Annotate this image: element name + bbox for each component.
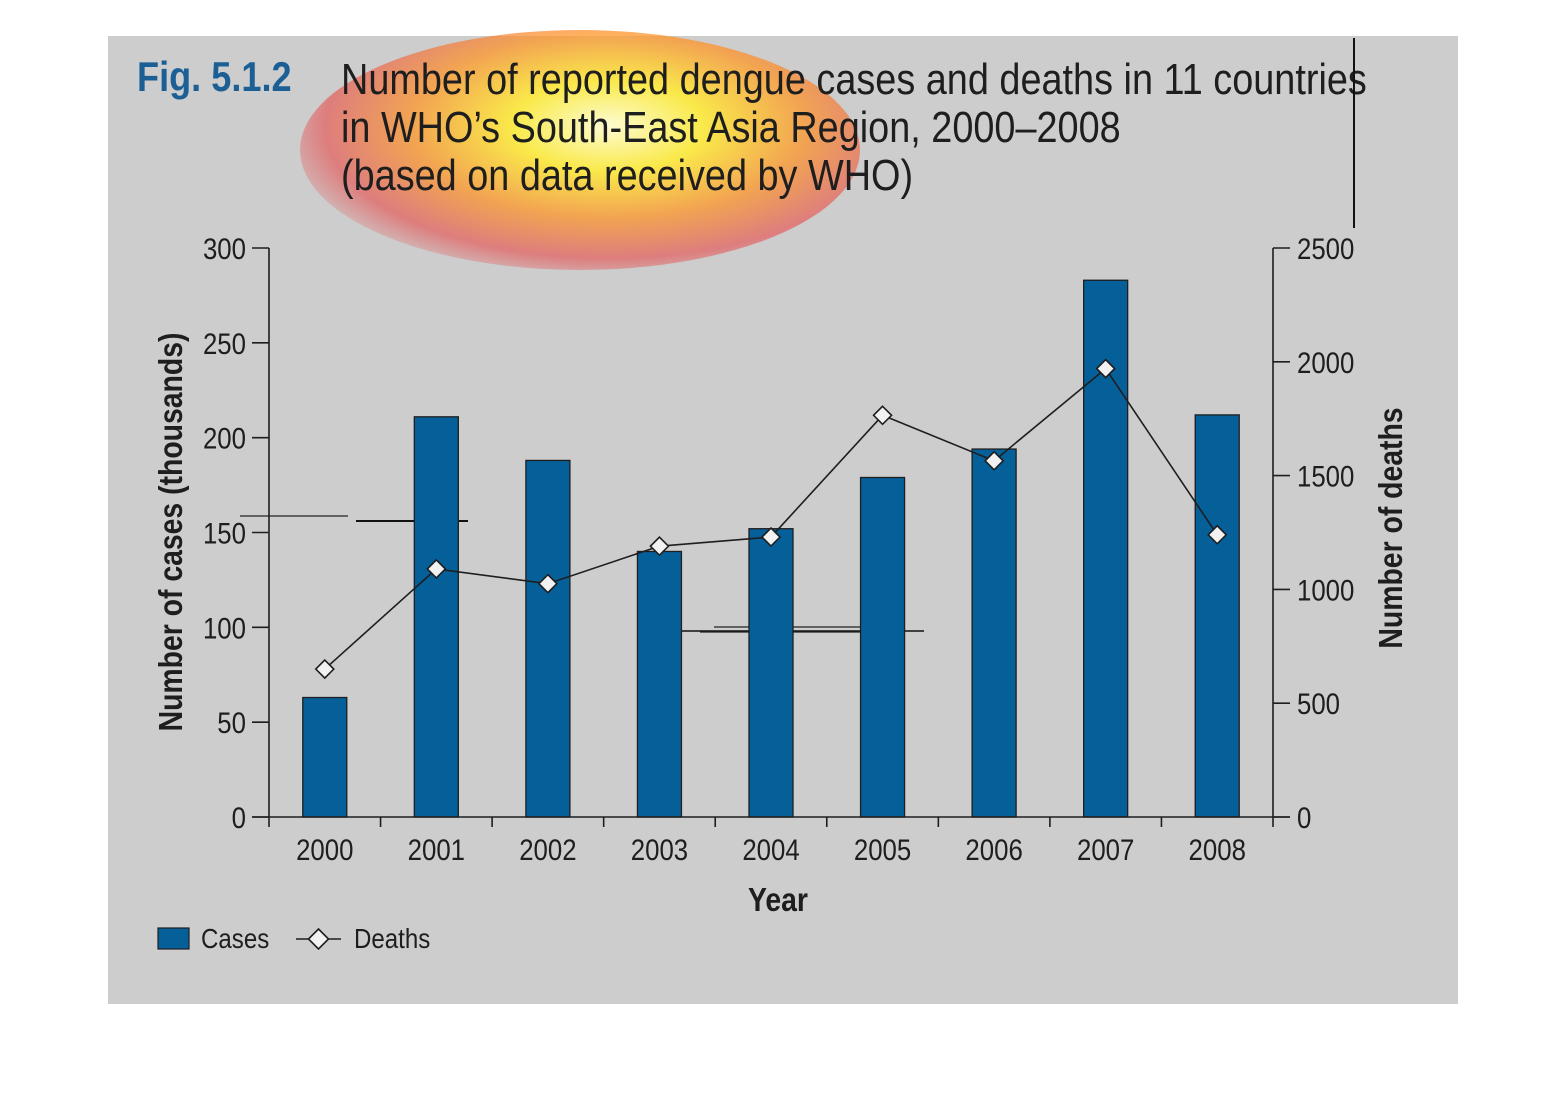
y-tick-label-left: 300 xyxy=(203,232,246,265)
deaths-point xyxy=(983,450,1005,471)
figure-title-line-3: (based on data received by WHO) xyxy=(341,151,914,200)
deaths-point xyxy=(314,658,335,680)
y-tick-label-left: 100 xyxy=(203,612,246,645)
y-tick-label-right: 500 xyxy=(1297,687,1340,720)
x-tick-label: 2000 xyxy=(296,833,353,866)
deaths-point xyxy=(426,558,447,580)
cases-bar xyxy=(971,448,1017,818)
deaths-point xyxy=(649,536,670,557)
y-axis-right-title: Number of deaths xyxy=(1372,407,1410,648)
x-tick-label: 2001 xyxy=(408,833,465,866)
x-tick-label: 2004 xyxy=(742,833,799,866)
x-axis-title: Year xyxy=(748,881,808,919)
y-tick-label-left: 0 xyxy=(232,801,246,834)
deaths-point xyxy=(1207,524,1228,545)
cases-bars xyxy=(302,279,1240,818)
legend-cases-label: Cases xyxy=(201,922,269,954)
deaths-point xyxy=(537,573,559,594)
x-tick-label: 2006 xyxy=(965,833,1022,866)
legend-deaths-marker xyxy=(307,927,330,951)
y-tick-label-right: 2000 xyxy=(1297,346,1354,379)
cases-bar xyxy=(302,696,348,818)
axes: 0 50 100 150 200 250 300 0 500 1000 1500 2000 2500 20… xyxy=(203,232,1354,866)
deaths-point xyxy=(1095,358,1116,379)
cases-bar xyxy=(748,528,794,818)
y-tick-label-left: 150 xyxy=(203,517,246,550)
x-tick-label: 2008 xyxy=(1189,833,1246,866)
y-tick-label-left: 50 xyxy=(217,706,246,739)
figure-title-line-2: in WHO’s South-East Asia Region, 2000–20… xyxy=(341,103,1121,152)
y-tick-label-right: 1500 xyxy=(1297,460,1354,493)
deaths-point xyxy=(872,405,893,426)
x-tick-label: 2007 xyxy=(1077,833,1134,866)
y-axis-left-title: Number of cases (thousands) xyxy=(152,333,190,732)
cases-bar xyxy=(636,550,683,818)
x-tick-label: 2002 xyxy=(519,833,576,866)
figure-number: Fig. 5.1.2 xyxy=(137,53,292,100)
cases-bar xyxy=(525,459,571,818)
cases-bar xyxy=(1194,414,1240,818)
y-tick-label-right: 0 xyxy=(1297,801,1311,834)
cases-bar xyxy=(859,476,906,818)
x-tick-label: 2005 xyxy=(854,833,911,866)
legend-cases-swatch xyxy=(157,927,190,950)
y-tick-label-right: 2500 xyxy=(1297,232,1354,265)
deaths-point xyxy=(760,526,782,548)
x-tick-label: 2003 xyxy=(631,833,688,866)
legend: Cases Deaths xyxy=(157,922,430,954)
figure-title-line-1: Number of reported dengue cases and deat… xyxy=(341,55,1367,104)
y-tick-label-right: 1000 xyxy=(1297,574,1354,607)
y-tick-label-left: 250 xyxy=(203,327,246,360)
y-tick-label-left: 200 xyxy=(203,422,246,455)
legend-deaths-label: Deaths xyxy=(354,922,430,954)
cases-bar xyxy=(413,416,459,818)
deaths-line xyxy=(314,358,1228,680)
